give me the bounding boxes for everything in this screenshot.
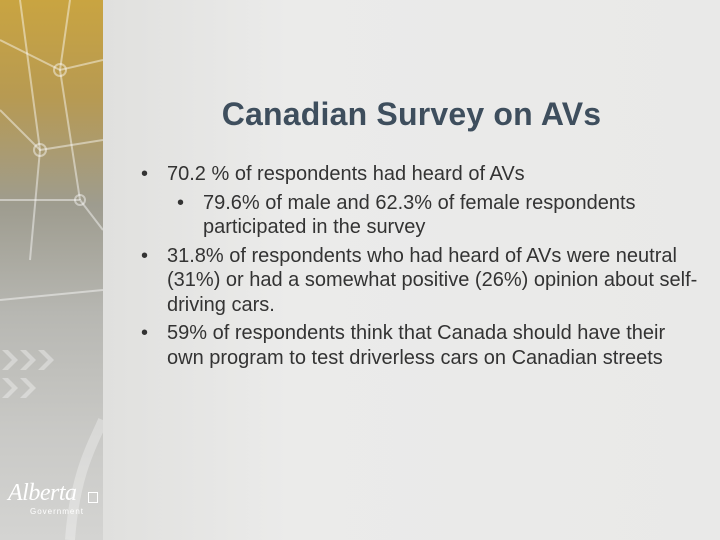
logo-subtitle: Government — [30, 507, 85, 516]
logo-mark-icon — [88, 492, 98, 503]
bullet-item: 70.2 % of respondents had heard of AVs — [138, 162, 698, 187]
bullet-text: 79.6% of male and 62.3% of female respon… — [203, 191, 636, 239]
bullet-text: 59% of respondents think that Canada sho… — [167, 322, 666, 369]
sub-bullet-item: 79.6% of male and 62.3% of female respon… — [174, 191, 698, 240]
bullet-text: 70.2 % of respondents had heard of AVs — [167, 163, 525, 185]
bullet-list: 70.2 % of respondents had heard of AVs 7… — [138, 162, 698, 374]
bullet-item: 31.8% of respondents who had heard of AV… — [138, 244, 698, 318]
alberta-logo: Alberta Government — [8, 480, 103, 520]
decorative-side-band — [0, 0, 103, 540]
road-map-graphic — [0, 0, 103, 540]
logo-wordmark: Alberta — [8, 480, 77, 506]
slide-title: Canadian Survey on AVs — [221, 96, 602, 132]
bullet-text: 31.8% of respondents who had heard of AV… — [167, 244, 698, 316]
bullet-item: 59% of respondents think that Canada sho… — [138, 321, 698, 370]
